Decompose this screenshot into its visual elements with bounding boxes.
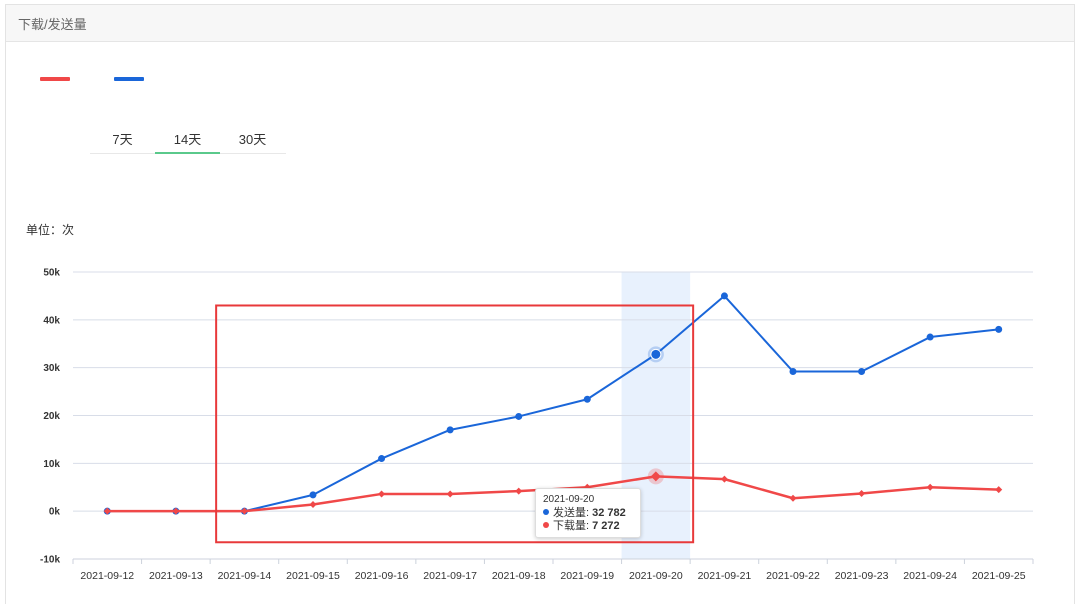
- series-point-send: [926, 333, 934, 341]
- y-tick-label: 10k: [43, 459, 60, 470]
- series-point-download: [858, 489, 866, 497]
- y-tick-label: 20k: [43, 411, 60, 422]
- x-tick-label: 2021-09-17: [423, 570, 477, 582]
- tooltip-download-name: 下载量: [553, 520, 586, 532]
- tooltip-download-value: 7 272: [592, 520, 620, 532]
- series-point-download: [926, 483, 934, 491]
- series-point-download: [309, 500, 317, 508]
- series-point-send: [995, 325, 1003, 333]
- x-tick-label: 2021-09-24: [903, 570, 957, 582]
- x-tick-label: 2021-09-25: [972, 570, 1026, 582]
- series-point-send: [720, 292, 728, 300]
- x-tick-label: 2021-09-15: [286, 570, 340, 582]
- x-tick-label: 2021-09-22: [766, 570, 820, 582]
- series-point-download: [650, 471, 661, 482]
- legend-swatch-send[interactable]: [114, 77, 144, 81]
- series-point-download: [789, 494, 797, 502]
- series-point-download: [515, 487, 523, 495]
- tab-7-days[interactable]: 7天: [112, 132, 133, 147]
- tooltip-send-name: 发送量: [553, 507, 586, 519]
- y-tick-label: 0k: [49, 507, 61, 518]
- tab-30-days[interactable]: 30天: [238, 132, 267, 147]
- series-point-send: [378, 455, 386, 463]
- y-tick-label: -10k: [40, 555, 60, 566]
- tooltip-download-dot: [543, 522, 549, 528]
- y-tick-label: 50k: [43, 268, 60, 279]
- series-point-download: [103, 507, 111, 515]
- series-point-send: [858, 367, 866, 375]
- x-tick-label: 2021-09-18: [492, 570, 546, 582]
- annotation-box: [215, 304, 695, 544]
- y-tick-label: 40k: [43, 315, 60, 326]
- series-point-download: [995, 486, 1003, 494]
- tooltip: 2021-09-20 发送量: 32 782 下载量: 7 272: [535, 488, 641, 538]
- tooltip-send-dot: [543, 509, 549, 515]
- legend-swatch-download[interactable]: [40, 77, 70, 81]
- series-point-send: [789, 367, 797, 375]
- tooltip-send-value: 32 782: [592, 507, 626, 519]
- x-tick-label: 2021-09-14: [218, 570, 272, 582]
- tooltip-row-download: 下载量: 7 272: [543, 520, 633, 533]
- panel-header: 下载/发送量: [6, 5, 1074, 42]
- x-tick-label: 2021-09-13: [149, 570, 203, 582]
- panel-title: 下载/发送量: [18, 16, 87, 32]
- tooltip-row-send: 发送量: 32 782: [543, 507, 633, 520]
- series-point-download: [378, 490, 386, 498]
- series-point-send: [650, 348, 662, 360]
- unit-label: 单位：次: [26, 223, 75, 237]
- x-tick-label: 2021-09-16: [355, 570, 409, 582]
- series-line-0: [107, 294, 999, 513]
- series-point-send: [446, 426, 454, 434]
- series-point-download: [446, 490, 454, 498]
- series-point-send: [515, 412, 523, 420]
- tooltip-date: 2021-09-20: [543, 494, 595, 505]
- series-point-send: [583, 395, 591, 403]
- range-tabs: 7天 14天 30天: [90, 128, 286, 154]
- series-point-download: [172, 507, 180, 515]
- y-tick-label: 30k: [43, 363, 60, 374]
- x-tick-label: 2021-09-19: [560, 570, 614, 582]
- series-point-download: [240, 507, 248, 515]
- x-tick-label: 2021-09-21: [698, 570, 752, 582]
- x-tick-label: 2021-09-12: [80, 570, 134, 582]
- tab-14-days[interactable]: 14天: [155, 128, 220, 154]
- series-point-send: [309, 491, 317, 499]
- series-point-download: [720, 475, 728, 483]
- x-tick-label: 2021-09-20: [629, 570, 683, 582]
- x-tick-label: 2021-09-23: [835, 570, 889, 582]
